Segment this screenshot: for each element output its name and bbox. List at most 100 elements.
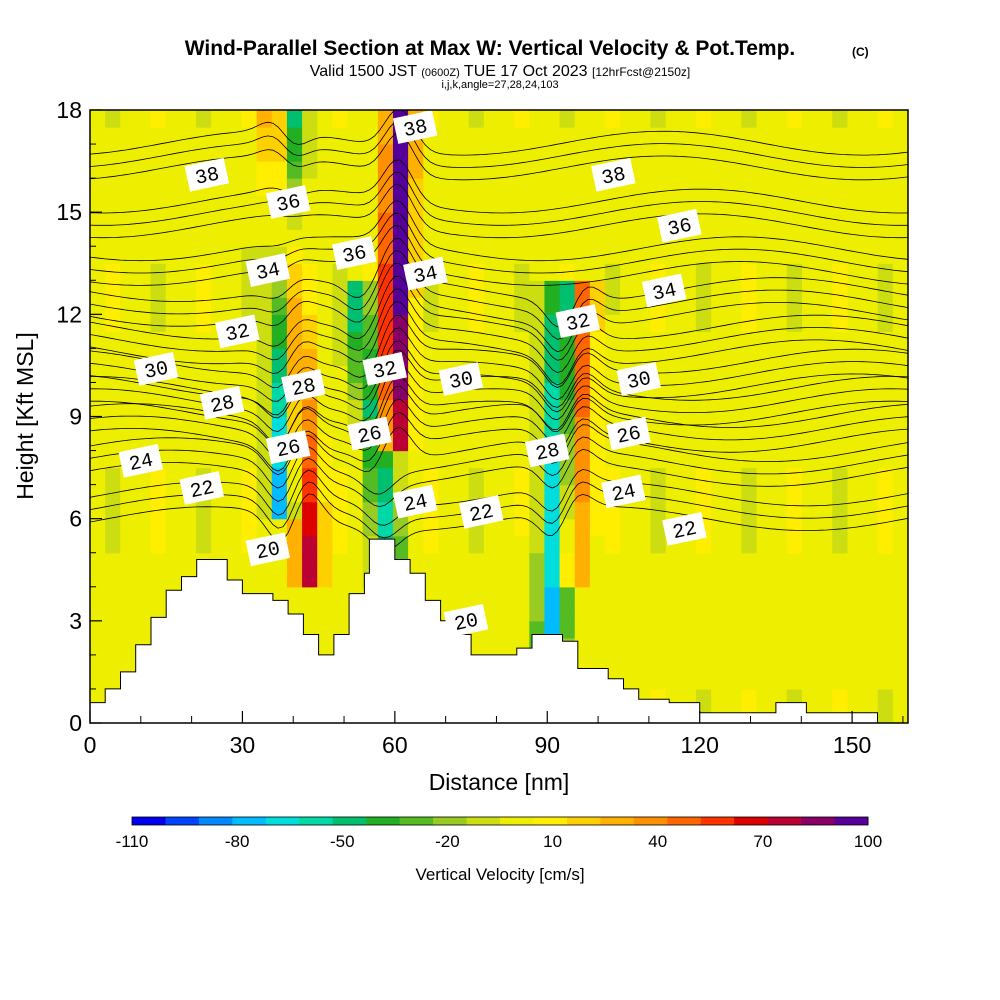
velocity-cell (832, 654, 849, 673)
velocity-cell (241, 195, 258, 213)
velocity-cell (317, 620, 333, 639)
velocity-cell (892, 195, 908, 213)
velocity-cell (135, 501, 152, 520)
velocity-cell (832, 467, 849, 486)
velocity-cell (574, 450, 591, 469)
velocity-cell (650, 484, 667, 503)
velocity-cell (180, 348, 197, 367)
velocity-cell (226, 127, 243, 145)
velocity-cell (453, 569, 470, 588)
velocity-cell (892, 586, 908, 605)
colorbar-swatch (500, 817, 534, 825)
velocity-cell (241, 416, 258, 435)
velocity-cell (559, 161, 576, 179)
velocity-cell (317, 229, 333, 247)
isentrope-label-text: 28 (290, 375, 318, 402)
velocity-cell (180, 280, 197, 298)
velocity-cell (135, 399, 152, 418)
x-tick-label: 0 (84, 732, 97, 758)
velocity-cell (847, 637, 864, 656)
velocity-cell (877, 586, 894, 605)
velocity-cell (771, 246, 788, 264)
velocity-cell (529, 484, 546, 503)
velocity-cell (453, 144, 470, 162)
velocity-cell (317, 280, 333, 298)
isentrope-label: 36 (657, 208, 702, 243)
velocity-cell (256, 569, 273, 588)
velocity-cell (423, 535, 440, 554)
velocity-cell (817, 484, 833, 503)
velocity-cell (756, 501, 773, 520)
velocity-cell (226, 144, 243, 162)
velocity-cell (862, 569, 879, 588)
velocity-cell (196, 280, 212, 298)
velocity-cell (90, 399, 106, 418)
velocity-cell (862, 229, 879, 247)
velocity-cell (741, 620, 758, 639)
velocity-cell (589, 365, 606, 384)
velocity-cell (483, 637, 500, 656)
velocity-cell (620, 297, 636, 315)
velocity-cell (529, 178, 546, 196)
velocity-cell (286, 127, 303, 145)
velocity-cell (347, 569, 364, 588)
velocity-cell (695, 450, 712, 469)
velocity-cell (332, 178, 349, 196)
velocity-cell (680, 620, 697, 639)
isentrope-label: 26 (606, 416, 651, 451)
velocity-cell (620, 263, 636, 281)
velocity-cell (105, 535, 121, 554)
velocity-cell (196, 229, 212, 247)
velocity-cell (529, 331, 546, 349)
velocity-cell (801, 212, 818, 230)
velocity-cell (726, 569, 742, 588)
isentrope-label-text: 30 (625, 368, 653, 395)
velocity-cell (317, 331, 333, 349)
isentrope-line (90, 375, 908, 446)
velocity-cell (862, 552, 879, 571)
isentrope-label-box (657, 208, 702, 243)
velocity-cell (847, 212, 864, 230)
velocity-cell (211, 518, 227, 537)
velocity-cell (408, 297, 424, 315)
velocity-cell (680, 161, 697, 179)
velocity-cell (150, 586, 167, 605)
isentrope-label: 36 (265, 185, 311, 219)
velocity-cell (105, 552, 121, 571)
velocity-cell (877, 705, 894, 723)
velocity-cell (468, 348, 485, 367)
velocity-cell (711, 195, 727, 213)
velocity-cell (347, 382, 364, 401)
velocity-cell (544, 110, 561, 128)
velocity-cell (241, 569, 258, 588)
isentrope-label: 28 (281, 368, 326, 403)
velocity-cell (544, 229, 561, 247)
isentrope-label-text: 32 (371, 358, 399, 385)
velocity-cell (817, 637, 833, 656)
velocity-cell (786, 195, 803, 213)
velocity-cell (180, 314, 197, 332)
velocity-cell (226, 297, 243, 315)
velocity-cell (196, 416, 212, 435)
velocity-cell (771, 654, 788, 673)
velocity-cell (665, 552, 682, 571)
velocity-cell (286, 297, 303, 315)
velocity-cell (892, 416, 908, 435)
velocity-cell (408, 416, 424, 435)
velocity-cell (120, 569, 137, 588)
velocity-cell (468, 110, 485, 128)
velocity-cell (786, 569, 803, 588)
isentrope-label-text: 20 (254, 538, 282, 565)
velocity-cell (801, 671, 818, 690)
velocity-cell (665, 314, 682, 332)
velocity-cell (711, 161, 727, 179)
velocity-cell (377, 382, 394, 401)
velocity-cell (165, 484, 182, 503)
velocity-cell (711, 229, 727, 247)
velocity-cell (741, 654, 758, 673)
velocity-cell (332, 212, 349, 230)
velocity-cell (892, 501, 908, 520)
velocity-cell (529, 365, 546, 384)
velocity-cell (877, 331, 894, 349)
velocity-cell (635, 348, 652, 367)
